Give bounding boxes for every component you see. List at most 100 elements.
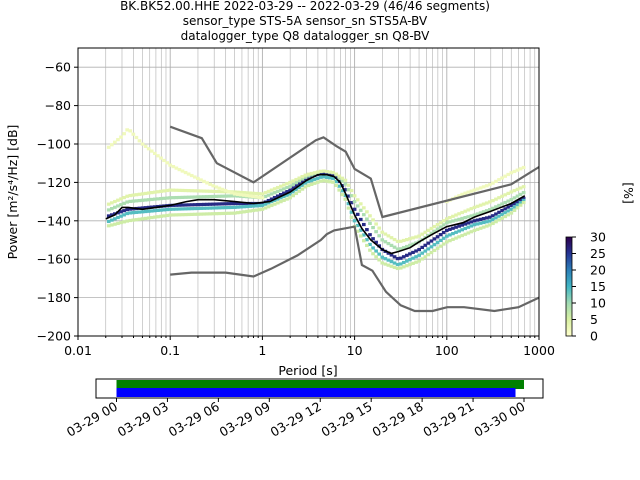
heatmap-cell (131, 132, 136, 136)
heatmap-cell (429, 231, 434, 235)
heatmap-cell (263, 202, 268, 206)
heatmap-cell (239, 193, 243, 197)
heatmap-cell (223, 188, 228, 193)
heatmap-cell (239, 190, 243, 195)
heatmap-cell (106, 214, 111, 218)
heatmap-cell (211, 189, 216, 193)
heatmap-cell (374, 230, 378, 234)
heatmap-cell (263, 206, 268, 210)
heatmap-cell (417, 253, 421, 257)
mean-line (105, 173, 526, 255)
heatmap-cell (469, 189, 474, 193)
heatmap-cell (294, 184, 299, 188)
heatmap-cell (199, 195, 203, 199)
heatmap-cell (515, 168, 520, 172)
heatmap-cell (497, 196, 501, 200)
heatmap-cell (515, 203, 520, 207)
heatmap-cell (131, 193, 136, 197)
heatmap-cell (460, 192, 465, 196)
heatmap-cell (487, 223, 492, 227)
heatmap-cell (285, 185, 289, 190)
heatmap-cell (134, 210, 139, 214)
heatmap-cell (451, 226, 455, 230)
heatmap-cell (113, 205, 117, 209)
heatmap-cell (512, 196, 517, 200)
heatmap-cell (337, 188, 342, 192)
heatmap-cell (331, 176, 335, 180)
heatmap-cell (223, 202, 228, 206)
heatmap-cell (358, 234, 363, 238)
heatmap-cell (291, 190, 295, 194)
heatmap-cell (211, 206, 216, 210)
heatmap-cell (491, 218, 495, 222)
heatmap-cell (125, 219, 130, 223)
heatmap-cell (245, 209, 249, 214)
heatmap-cell (303, 185, 308, 189)
heatmap-cell (500, 202, 504, 206)
heatmap-cell (374, 255, 378, 259)
heatmap-cell (297, 189, 302, 193)
heatmap-cell (420, 251, 425, 255)
heatmap-cell (156, 215, 160, 219)
heatmap-cell (503, 214, 508, 219)
heatmap-cell (429, 245, 434, 249)
heatmap-cell (168, 188, 173, 192)
heatmap-cell (309, 175, 314, 179)
heatmap-cell (232, 211, 237, 215)
heatmap-cell (322, 169, 326, 173)
heatmap-cell (432, 243, 437, 247)
x-axis-ticks: 0.01 0.1 1 10 100 1000 (64, 336, 555, 358)
heatmap-cell (146, 209, 151, 213)
heatmap-cell (444, 228, 449, 232)
heatmap-cell (454, 230, 458, 234)
colorbar-label: [%] (621, 182, 636, 204)
heatmap-cell (162, 196, 166, 200)
heatmap-cell (518, 203, 523, 207)
heatmap-cell (171, 207, 176, 211)
heatmap-cell (315, 176, 320, 180)
heatmap-cell (398, 262, 403, 266)
heatmap-cell (125, 128, 130, 132)
heatmap-cell (506, 199, 511, 203)
heatmap-cell (199, 202, 203, 207)
heatmap-cell (349, 215, 354, 219)
heatmap-cell (361, 213, 366, 217)
heatmap-cell (481, 210, 486, 214)
heatmap-cell (180, 207, 185, 211)
heatmap-cell (457, 212, 461, 216)
heatmap-cell (318, 179, 323, 183)
heatmap-cell (183, 203, 188, 207)
heatmap-cell (119, 203, 123, 207)
heatmap-cell (285, 197, 289, 201)
heatmap-cell (401, 246, 406, 250)
heatmap-cell (518, 186, 523, 190)
heatmap-cell (521, 200, 526, 205)
heatmap-cell (518, 201, 523, 205)
heatmap-cell (420, 232, 425, 236)
heatmap-cell (260, 207, 265, 211)
heatmap-cell (328, 172, 332, 176)
heatmap-cell (380, 255, 385, 259)
heatmap-cell (460, 233, 465, 238)
heatmap-cell (125, 200, 130, 204)
heatmap-cell (306, 172, 311, 176)
heatmap-cell (288, 196, 292, 200)
heatmap-cell (288, 192, 292, 196)
heatmap-cell (491, 214, 495, 218)
heatmap-cell (343, 197, 348, 201)
heatmap-cell (171, 165, 176, 169)
heatmap-cell (140, 198, 145, 202)
heatmap-cell (503, 174, 508, 178)
heatmap-cell (472, 219, 477, 223)
heatmap-cell (395, 262, 400, 267)
heatmap-cell (411, 256, 415, 260)
heatmap-cell (408, 258, 412, 262)
heatmap-cell (254, 208, 259, 212)
heatmap-cell (186, 207, 191, 211)
heatmap-cell (460, 223, 465, 227)
heatmap-cell (451, 219, 455, 223)
heatmap-cell (368, 221, 372, 226)
heatmap-cell (349, 210, 354, 214)
heatmap-cell (389, 236, 394, 240)
heatmap-cell (269, 188, 274, 192)
